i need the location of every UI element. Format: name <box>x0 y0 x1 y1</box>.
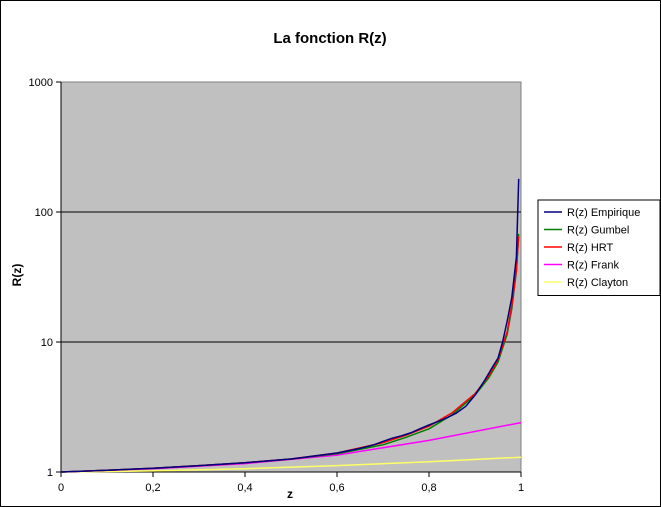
series-line-r-z-empirique <box>60 178 520 473</box>
y-tick-label: 1 <box>47 467 53 479</box>
x-tick-label: 0,4 <box>237 482 252 494</box>
legend-label: R(z) HRT <box>567 242 614 254</box>
y-tick-label: 10 <box>41 337 53 349</box>
plot-area: 1 10 100 1000 0 0,2 0,4 0,6 0,8 1 <box>29 77 525 494</box>
x-axis-title: z <box>287 487 293 501</box>
legend: R(z) Empirique R(z) Gumbel R(z) HRT R(z) Fr… <box>537 199 661 296</box>
chart-title: La fonction R(z) <box>273 30 386 47</box>
legend-label: R(z) Frank <box>567 260 619 272</box>
x-tick-label: 0,8 <box>421 482 436 494</box>
y-tick-label: 100 <box>35 207 53 219</box>
y-axis-title: R(z) <box>10 264 24 287</box>
x-tick-label: 0 <box>58 482 64 494</box>
plot-background <box>60 81 522 473</box>
legend-label: R(z) Clayton <box>567 277 628 289</box>
series-line-r-z-clayton <box>60 456 522 473</box>
x-tick-label: 1 <box>518 482 524 494</box>
y-tick-label: 1000 <box>29 77 53 89</box>
x-tick-label: 0,2 <box>145 482 160 494</box>
x-tick-label: 0,6 <box>329 482 344 494</box>
legend-label: R(z) Gumbel <box>567 225 629 237</box>
legend-label: R(z) Empirique <box>567 207 640 219</box>
